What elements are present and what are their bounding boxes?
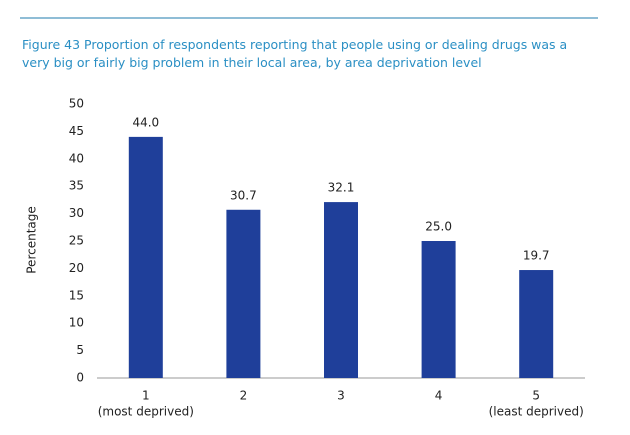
value-label: 30.7 (230, 188, 257, 202)
x-tick-label: 4 (435, 389, 443, 403)
bar (324, 202, 358, 378)
y-tick-label: 40 (69, 151, 84, 165)
bar (128, 136, 163, 378)
x-tick-label: 5 (532, 389, 540, 403)
value-label: 19.7 (523, 249, 550, 263)
bar (519, 270, 554, 378)
y-axis-label: Percentage (25, 206, 39, 274)
y-tick-label: 50 (69, 97, 84, 111)
x-tick-label: 3 (337, 389, 345, 403)
y-tick-label: 45 (69, 124, 84, 138)
y-tick-label: 5 (76, 343, 84, 357)
y-tick-label: 30 (69, 206, 84, 220)
x-tick-label: 1 (142, 389, 150, 403)
y-tick-label: 0 (76, 371, 84, 385)
x-tick-note: (least deprived) (489, 405, 584, 419)
chart-title: Figure 43 Proportion of respondents repo… (22, 37, 568, 70)
value-label: 32.1 (328, 181, 355, 195)
y-tick-label: 25 (69, 234, 84, 248)
y-tick-label: 15 (69, 288, 84, 302)
value-label: 25.0 (425, 220, 452, 234)
x-tick-label: 2 (240, 389, 248, 403)
y-tick-label: 10 (69, 316, 84, 330)
bar (226, 209, 261, 378)
value-label: 44.0 (132, 115, 159, 129)
bar (421, 241, 456, 378)
x-tick-note: (most deprived) (98, 405, 194, 419)
y-tick-label: 35 (69, 179, 84, 193)
y-tick-label: 20 (69, 261, 84, 275)
